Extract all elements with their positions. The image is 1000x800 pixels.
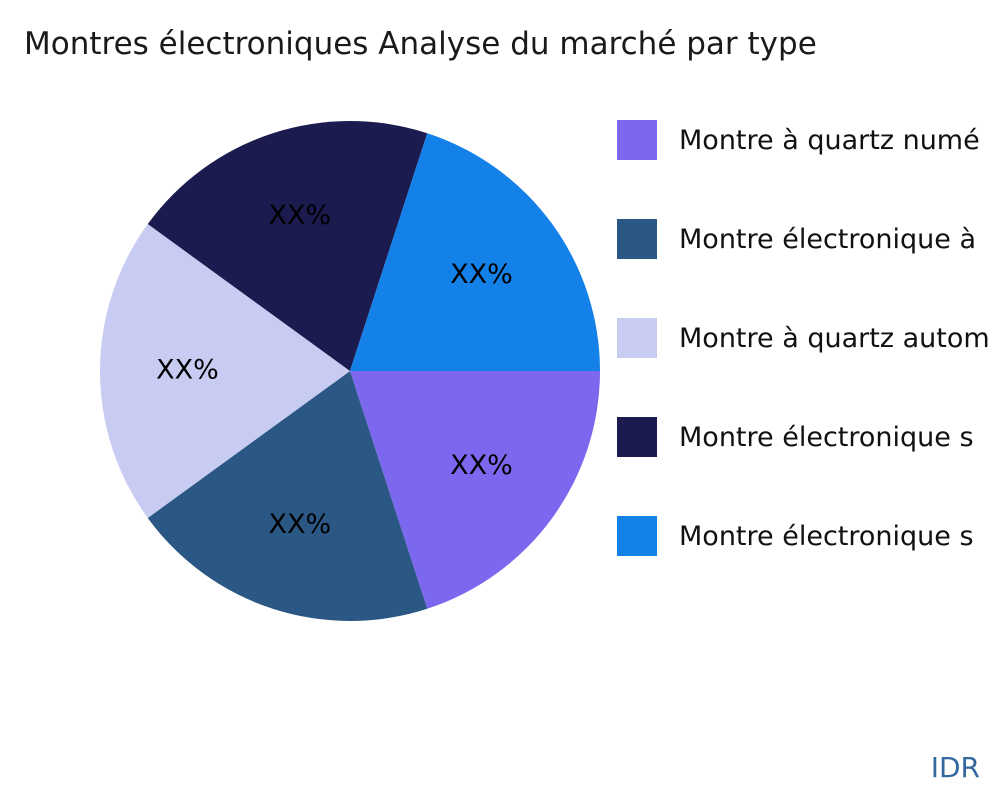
- legend-swatch: [617, 120, 657, 160]
- pie-slice: [100, 224, 350, 518]
- slice-value-label: XX%: [156, 355, 219, 386]
- pie-slice: [350, 133, 600, 371]
- legend-item: Montre électronique s: [617, 516, 990, 556]
- slice-value-label: XX%: [268, 509, 331, 540]
- pie-slice: [350, 371, 600, 609]
- legend-swatch: [617, 219, 657, 259]
- slice-value-label: XX%: [268, 200, 331, 231]
- legend-swatch: [617, 318, 657, 358]
- legend-item: Montre électronique s: [617, 417, 990, 457]
- legend-label: Montre électronique s: [679, 421, 974, 453]
- pie-chart-container: XX% XX% XX% XX% XX%: [90, 111, 610, 631]
- pie-chart: XX% XX% XX% XX% XX%: [100, 121, 600, 621]
- legend-label: Montre à quartz numé: [679, 124, 980, 156]
- slice-value-label: XX%: [450, 450, 513, 481]
- page-title: Montres électroniques Analyse du marché …: [24, 26, 817, 62]
- legend-swatch: [617, 516, 657, 556]
- legend-label: Montre électronique à: [679, 223, 976, 255]
- pie-slice: [147, 121, 428, 371]
- legend-swatch: [617, 417, 657, 457]
- legend: Montre à quartz numé Montre électronique…: [617, 120, 990, 615]
- legend-item: Montre électronique à: [617, 219, 990, 259]
- legend-label: Montre électronique s: [679, 520, 974, 552]
- slice-value-label: XX%: [450, 259, 513, 290]
- legend-label: Montre à quartz autom: [679, 322, 990, 354]
- legend-item: Montre à quartz numé: [617, 120, 990, 160]
- pie-slice: [147, 371, 428, 621]
- watermark-idr: IDR: [930, 751, 980, 784]
- legend-item: Montre à quartz autom: [617, 318, 990, 358]
